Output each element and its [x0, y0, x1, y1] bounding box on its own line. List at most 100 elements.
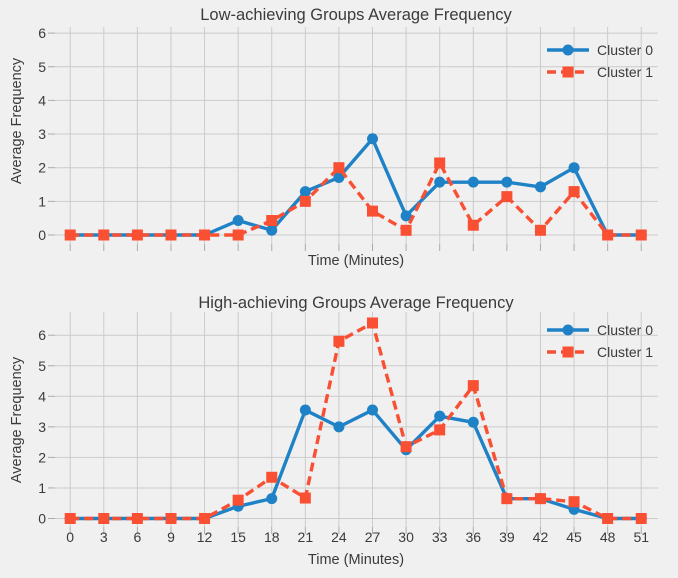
data-point-marker-square	[266, 471, 278, 483]
y-axis-label: Average Frequency	[9, 356, 25, 483]
legend-label: Cluster 0	[597, 322, 653, 338]
x-tick-label: 30	[398, 529, 414, 545]
series-line-cluster-1	[70, 161, 642, 237]
x-tick-label: 12	[197, 529, 213, 545]
data-point-marker-square	[434, 424, 446, 436]
data-point-marker-square	[400, 441, 412, 453]
x-axis-label: Time (Minutes)	[308, 552, 404, 568]
data-point-marker-square	[534, 224, 546, 236]
data-point-marker-square	[333, 335, 345, 347]
x-tick-label: 6	[133, 529, 141, 545]
legend-marker-square	[562, 66, 574, 78]
data-point-marker-square	[635, 513, 647, 524]
data-point-marker-circle	[333, 171, 345, 183]
y-tick-label: 2	[38, 449, 46, 465]
chart-title: Low-achieving Groups Average Frequency	[200, 6, 512, 24]
y-tick-label: 4	[38, 388, 46, 404]
y-tick-label: 3	[38, 126, 46, 142]
data-point-marker-square	[98, 513, 110, 524]
data-point-marker-circle	[434, 410, 446, 422]
chart-title: High-achieving Groups Average Frequency	[198, 294, 514, 312]
y-tick-label: 2	[38, 160, 46, 176]
data-point-marker-square	[602, 229, 614, 241]
data-point-marker-circle	[501, 176, 513, 188]
y-tick-label: 5	[38, 59, 46, 75]
data-point-marker-square	[64, 513, 76, 524]
x-tick-label: 45	[566, 529, 582, 545]
data-point-marker-square	[199, 513, 211, 524]
x-tick-label: 27	[365, 529, 381, 545]
y-tick-label: 1	[38, 193, 46, 209]
y-tick-label: 5	[38, 358, 46, 374]
x-tick-label: 15	[230, 529, 246, 545]
x-tick-label: 39	[499, 529, 515, 545]
data-point-marker-square	[367, 205, 379, 217]
y-axis-label: Average Frequency	[9, 57, 25, 184]
x-tick-label: 21	[298, 529, 314, 545]
data-point-marker-circle	[299, 186, 311, 198]
series-line-cluster-1	[70, 321, 642, 521]
data-point-marker-circle	[434, 176, 446, 188]
data-point-marker-square	[98, 229, 110, 241]
data-point-marker-square	[467, 219, 479, 231]
data-point-marker-square	[534, 493, 546, 505]
y-tick-label: 1	[38, 480, 46, 496]
data-point-marker-square	[266, 215, 278, 227]
data-point-marker-circle	[467, 176, 479, 188]
data-point-marker-circle	[568, 162, 580, 174]
data-point-marker-square	[232, 494, 244, 506]
data-point-marker-square	[467, 380, 479, 392]
legend-label: Cluster 0	[597, 42, 653, 58]
data-point-marker-circle	[266, 224, 278, 236]
data-point-marker-circle	[266, 493, 278, 505]
data-point-marker-circle	[534, 181, 546, 193]
data-point-marker-square	[232, 229, 244, 241]
data-point-marker-circle	[367, 404, 379, 416]
series-line-cluster-0	[70, 137, 642, 237]
data-point-marker-circle	[467, 416, 479, 428]
data-point-marker-circle	[299, 404, 311, 416]
x-tick-label: 0	[66, 529, 74, 545]
data-point-marker-square	[131, 513, 143, 524]
y-tick-label: 0	[38, 227, 46, 243]
x-tick-label: 36	[465, 529, 481, 545]
y-tick-label: 6	[38, 25, 46, 41]
legend-label: Cluster 1	[597, 64, 653, 80]
x-tick-label: 24	[331, 529, 347, 545]
legend-marker-square	[562, 346, 574, 358]
y-tick-label: 0	[38, 511, 46, 527]
series-line-cluster-0	[70, 408, 642, 521]
legend-label: Cluster 1	[597, 344, 653, 360]
x-tick-label: 9	[167, 529, 175, 545]
data-point-marker-square	[635, 229, 647, 241]
x-tick-label: 48	[600, 529, 616, 545]
data-point-marker-square	[501, 191, 513, 203]
x-tick-label: 33	[432, 529, 448, 545]
data-point-marker-square	[434, 157, 446, 169]
data-point-marker-square	[568, 186, 580, 198]
data-point-marker-circle	[333, 421, 345, 433]
data-point-marker-square	[501, 493, 513, 505]
legend-marker-circle	[562, 44, 574, 56]
data-point-marker-square	[299, 195, 311, 207]
data-point-marker-circle	[367, 133, 379, 145]
data-point-marker-circle	[400, 210, 412, 222]
x-tick-label: 3	[100, 529, 108, 545]
x-axis-label: Time (Minutes)	[308, 253, 404, 269]
data-point-marker-square	[165, 513, 177, 524]
data-point-marker-square	[131, 229, 143, 241]
x-tick-label: 18	[264, 529, 280, 545]
y-tick-label: 3	[38, 419, 46, 435]
data-point-marker-square	[64, 229, 76, 241]
data-point-marker-square	[602, 513, 614, 524]
data-point-marker-square	[165, 229, 177, 241]
y-tick-label: 6	[38, 327, 46, 343]
y-tick-label: 4	[38, 92, 46, 108]
legend-marker-circle	[562, 324, 574, 336]
x-tick-label: 42	[533, 529, 549, 545]
data-point-marker-square	[333, 162, 345, 174]
data-point-marker-circle	[232, 215, 244, 227]
data-point-marker-square	[199, 229, 211, 241]
